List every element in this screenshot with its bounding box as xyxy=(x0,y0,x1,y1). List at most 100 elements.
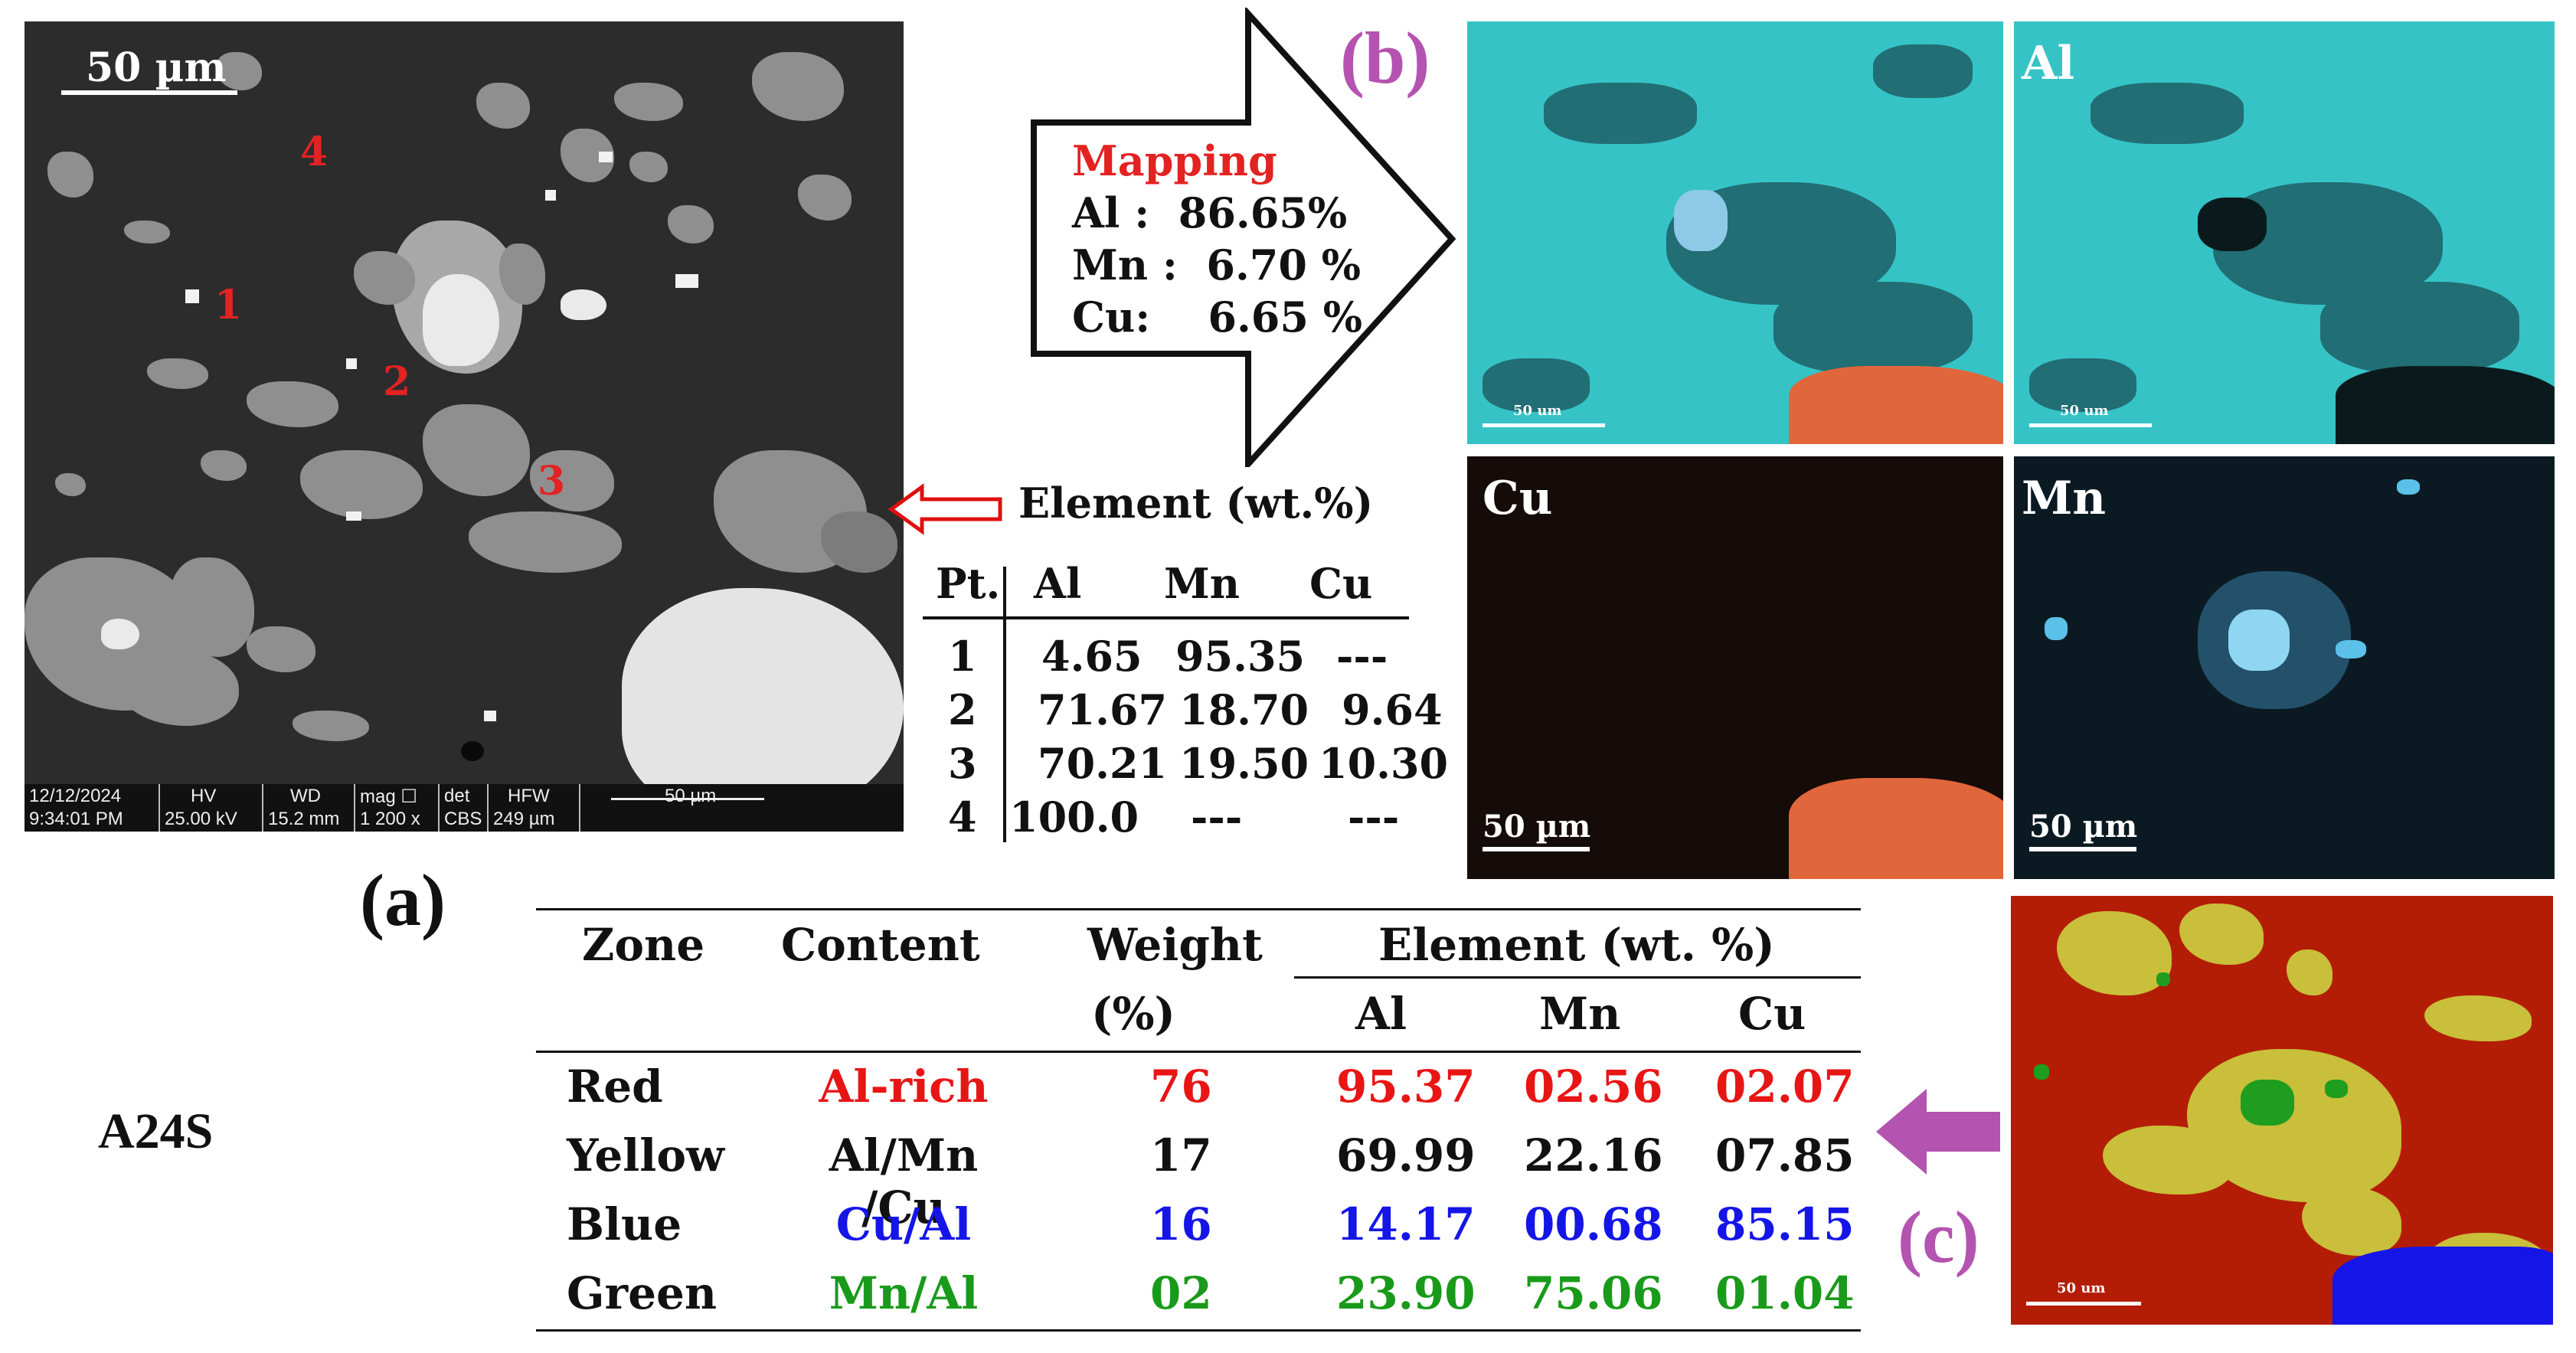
element-row-4-cu: --- xyxy=(1348,793,1400,842)
map-al-scale: 50 um xyxy=(2060,403,2109,419)
zone-row-4-content: Mn/Al xyxy=(829,1267,979,1319)
element-row-4-pt: 4 xyxy=(948,793,977,842)
sem-scale-bar xyxy=(61,90,237,95)
zone-row-3-content: Cu/Al xyxy=(835,1198,972,1250)
info-det-label: det xyxy=(444,786,470,806)
info-scale: 50 µm xyxy=(665,786,717,806)
panel-b-label: (b) xyxy=(1340,17,1430,99)
zone-row-4-weight: 02 xyxy=(1150,1267,1212,1319)
zone-row-4-cu: 01.04 xyxy=(1715,1267,1855,1319)
sem-scale-label: 50 µm xyxy=(86,44,227,91)
zone-row-2-al: 69.99 xyxy=(1336,1129,1476,1181)
point-label-2: 2 xyxy=(383,358,411,405)
sample-label: A24S xyxy=(98,1103,214,1159)
mapping-line-cu: Cu: 6.65 % xyxy=(1072,292,1363,342)
info-hv-label: HV xyxy=(191,786,217,806)
info-date: 12/12/2024 xyxy=(29,786,122,806)
info-mag-label: mag ☐ xyxy=(360,786,417,807)
map-al: Al 50 um xyxy=(2014,21,2555,444)
element-row-2-cu: 9.64 xyxy=(1342,685,1443,734)
zone-header-element: Element (wt. %) xyxy=(1378,919,1775,971)
element-row-3-pt: 3 xyxy=(948,739,977,788)
map-overlay: 50 um xyxy=(1467,21,2003,444)
zone-header-mn: Mn xyxy=(1539,988,1621,1040)
zone-row-4-al: 23.90 xyxy=(1336,1267,1476,1319)
mapping-arrow-icon xyxy=(1031,8,1456,467)
zone-header-al: Al xyxy=(1355,988,1407,1040)
zone-row-1-mn: 02.56 xyxy=(1524,1061,1663,1113)
element-table-rule xyxy=(923,616,1409,619)
map-al-label: Al xyxy=(2022,37,2075,90)
map-mn-scale: 50 µm xyxy=(2029,809,2138,845)
element-row-3-mn: 19.50 xyxy=(1179,739,1309,788)
mapping-box: Mapping Al : 86.65% Mn : 6.70 % Cu: 6.65… xyxy=(1072,135,1362,343)
element-table-header-cu: Cu xyxy=(1309,559,1373,608)
element-table-header-mn: Mn xyxy=(1164,559,1241,608)
zone-header-weight-unit: (%) xyxy=(1091,988,1175,1040)
info-mag: 1 200 x xyxy=(360,809,420,829)
zone-row-3-al: 14.17 xyxy=(1336,1198,1476,1250)
zone-row-3-weight: 16 xyxy=(1150,1198,1212,1250)
zone-row-2-mn: 22.16 xyxy=(1524,1129,1663,1181)
zone-table-element-rule xyxy=(1294,976,1861,979)
mapping-line-al: Al : 86.65% xyxy=(1072,188,1348,237)
mapping-line-mn: Mn : 6.70 % xyxy=(1072,240,1361,289)
element-table-divider xyxy=(1003,567,1006,842)
map-overlay-scale: 50 um xyxy=(1513,403,1562,419)
point-label-4: 4 xyxy=(300,129,329,175)
panel-a-label: (a) xyxy=(360,859,446,941)
left-arrow-icon xyxy=(1876,1089,2000,1175)
zone-row-2-zone: Yellow xyxy=(567,1129,724,1181)
element-row-2-pt: 2 xyxy=(948,685,977,734)
sem-info-bar: 12/12/2024 9:34:01 PM HV 25.00 kV WD 15.… xyxy=(25,784,904,832)
element-row-4-al: 100.0 xyxy=(1009,793,1139,842)
zone-row-2-cu: 07.85 xyxy=(1715,1129,1855,1181)
element-row-4-mn: --- xyxy=(1191,793,1243,842)
pointer-arrow-icon xyxy=(888,483,1002,535)
element-row-2-al: 71.67 xyxy=(1038,685,1168,734)
info-det: CBS xyxy=(444,809,482,829)
sem-image: 50 µm 4 1 2 3 12/12/2024 9:34:01 PM HV 2… xyxy=(25,21,904,832)
zone-table-top-rule xyxy=(536,908,1861,910)
zone-row-4-zone: Green xyxy=(567,1267,718,1319)
zone-row-1-al: 95.37 xyxy=(1336,1061,1476,1113)
map-cu: Cu 50 µm xyxy=(1467,456,2003,879)
element-table-header-pt: Pt. xyxy=(936,559,1001,608)
map-cu-scale: 50 µm xyxy=(1483,809,1591,845)
element-row-1-mn: 95.35 xyxy=(1175,632,1306,681)
zone-row-3-mn: 00.68 xyxy=(1524,1198,1663,1250)
element-row-1-al: 4.65 xyxy=(1041,632,1143,681)
element-row-3-cu: 10.30 xyxy=(1319,739,1449,788)
element-table-title: Element (wt.%) xyxy=(1018,479,1374,528)
zone-table-mid-rule xyxy=(536,1051,1861,1053)
element-row-1-cu: --- xyxy=(1336,632,1388,681)
zone-map-scale: 50 um xyxy=(2057,1280,2106,1296)
zone-row-1-cu: 02.07 xyxy=(1715,1061,1855,1113)
zone-row-1-weight: 76 xyxy=(1150,1061,1212,1113)
info-hfw-label: HFW xyxy=(508,786,550,806)
zone-header-zone: Zone xyxy=(582,919,705,971)
mapping-title: Mapping xyxy=(1072,136,1277,185)
info-wd-label: WD xyxy=(290,786,321,806)
zone-map: 50 um xyxy=(2011,896,2553,1325)
zone-table-bottom-rule xyxy=(536,1329,1861,1332)
element-table-header-al: Al xyxy=(1034,559,1082,608)
zone-header-weight: Weight xyxy=(1087,919,1263,971)
element-row-3-al: 70.21 xyxy=(1038,739,1168,788)
zone-header-cu: Cu xyxy=(1738,988,1806,1040)
map-mn: Mn 50 µm xyxy=(2014,456,2555,879)
zone-row-3-cu: 85.15 xyxy=(1715,1198,1855,1250)
panel-c-label: (c) xyxy=(1898,1196,1979,1278)
info-hfw: 249 µm xyxy=(493,809,555,829)
info-wd: 15.2 mm xyxy=(268,809,340,829)
info-hv: 25.00 kV xyxy=(165,809,237,829)
element-row-2-mn: 18.70 xyxy=(1179,685,1309,734)
point-label-1: 1 xyxy=(214,282,243,328)
zone-row-1-content: Al-rich xyxy=(819,1061,989,1113)
zone-header-content: Content xyxy=(781,919,980,971)
point-label-3: 3 xyxy=(538,458,566,505)
zone-row-1-zone: Red xyxy=(567,1061,663,1113)
zone-row-2-weight: 17 xyxy=(1150,1129,1212,1181)
map-cu-label: Cu xyxy=(1483,472,1553,525)
element-row-1-pt: 1 xyxy=(948,632,977,681)
